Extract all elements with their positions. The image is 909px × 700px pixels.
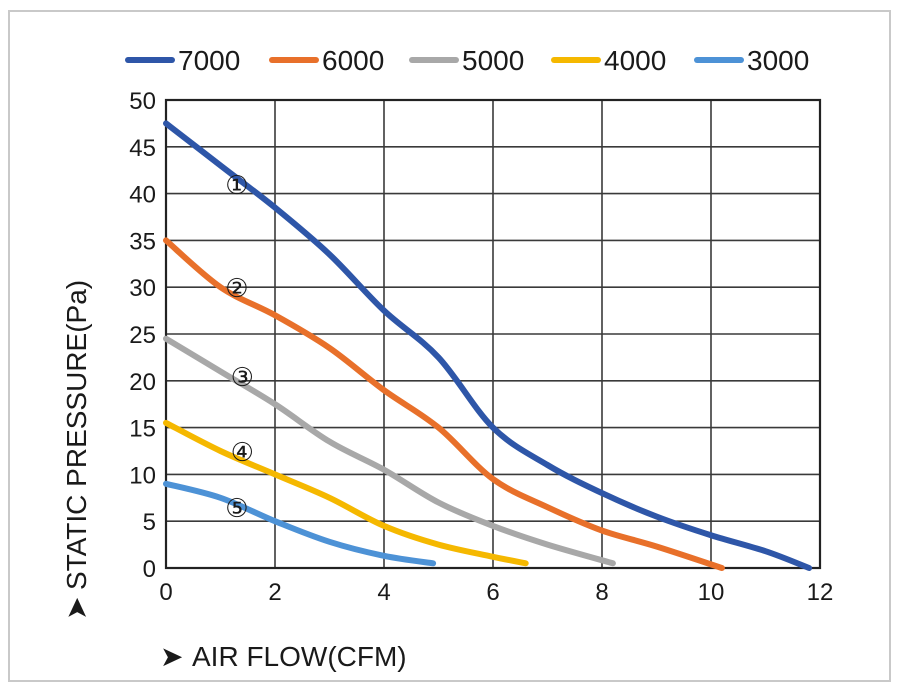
- y-tick-label: 15: [129, 416, 156, 443]
- x-tick-label: 8: [595, 579, 608, 606]
- x-axis-title: AIR FLOW(CFM): [192, 641, 407, 672]
- legend-label-4000: 4000: [604, 45, 666, 76]
- x-tick-label: 0: [159, 579, 172, 606]
- axis-titles: ➤ STATIC PRESSURE(Pa) ➤ AIR FLOW(CFM): [61, 280, 407, 672]
- curve-marker-7000: ①: [225, 171, 248, 201]
- y-tick-label: 45: [129, 135, 156, 162]
- y-tick-label: 5: [143, 509, 156, 536]
- curve-markers: ① ② ③ ④ ⑤: [225, 171, 254, 524]
- x-axis-arrow-icon: ➤: [160, 641, 183, 672]
- chart-frame: [8, 10, 891, 682]
- legend-label-7000: 7000: [178, 45, 240, 76]
- y-axis-title-group: ➤ STATIC PRESSURE(Pa): [61, 280, 92, 620]
- x-tick-label: 4: [377, 579, 390, 606]
- y-axis-title: STATIC PRESSURE(Pa): [61, 280, 92, 590]
- x-tick-label: 12: [807, 579, 834, 606]
- series-line-6000: [163, 237, 725, 571]
- y-tick-label: 25: [129, 322, 156, 349]
- curve-marker-3000: ⑤: [225, 494, 248, 524]
- series-line-4000: [163, 419, 529, 567]
- series-line-5000: [163, 335, 616, 567]
- y-tick-label: 50: [129, 88, 156, 115]
- plot-area-border: [164, 98, 822, 570]
- series-line-3000: [163, 480, 437, 567]
- x-tick-label: 6: [486, 579, 499, 606]
- y-tick-label: 40: [129, 182, 156, 209]
- y-tick-label: 0: [143, 556, 156, 583]
- legend: 7000 6000 5000 4000 3000: [125, 45, 809, 76]
- curve-marker-5000: ③: [231, 363, 254, 393]
- series-line-7000: [163, 120, 813, 571]
- legend-label-6000: 6000: [322, 45, 384, 76]
- grid: [164, 98, 822, 570]
- curve-marker-6000: ②: [225, 274, 248, 304]
- y-tick-label: 30: [129, 275, 156, 302]
- legend-label-5000: 5000: [462, 45, 524, 76]
- x-tick-label: 10: [698, 579, 725, 606]
- y-axis-arrow-icon: ➤: [61, 597, 92, 620]
- legend-label-3000: 3000: [747, 45, 809, 76]
- series-lines: [163, 120, 813, 571]
- y-tick-label: 10: [129, 462, 156, 489]
- x-tick-label: 2: [268, 579, 281, 606]
- tick-labels: 0 2 4 6 8 10 12 0 5 10 15 20 25 30 35 40 45 50: [129, 88, 833, 606]
- curve-marker-4000: ④: [231, 438, 254, 468]
- y-tick-label: 35: [129, 228, 156, 255]
- y-tick-label: 20: [129, 369, 156, 396]
